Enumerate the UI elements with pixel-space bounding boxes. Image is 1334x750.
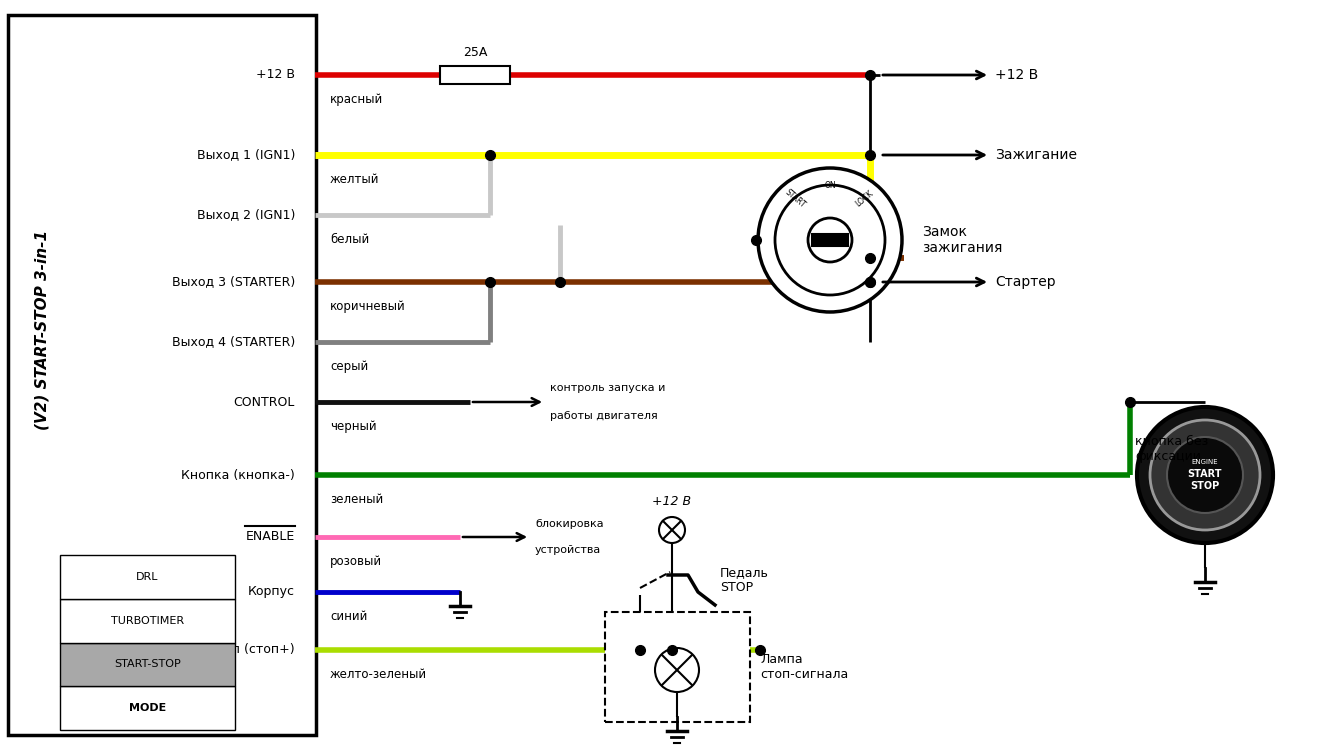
Text: желто-зеленый: желто-зеленый bbox=[329, 668, 427, 681]
Text: работы двигателя: работы двигателя bbox=[550, 411, 658, 421]
Text: Лампа
стоп-сигнала: Лампа стоп-сигнала bbox=[760, 653, 848, 681]
Bar bbox=[606, 612, 750, 722]
Circle shape bbox=[1167, 437, 1243, 513]
Text: (V2) START-STOP 3-in-1: (V2) START-STOP 3-in-1 bbox=[35, 230, 49, 430]
Text: белый: белый bbox=[329, 233, 370, 246]
Circle shape bbox=[808, 218, 852, 262]
Bar bbox=[8, 15, 316, 735]
Text: ENGINE: ENGINE bbox=[1191, 459, 1218, 465]
Bar bbox=[60, 598, 235, 643]
Text: 25A: 25A bbox=[463, 46, 487, 59]
Text: TURBOTIMER: TURBOTIMER bbox=[111, 616, 184, 626]
Text: MODE: MODE bbox=[129, 704, 167, 713]
Text: Стартер: Стартер bbox=[995, 275, 1055, 289]
Text: Корпус: Корпус bbox=[248, 586, 295, 598]
Circle shape bbox=[758, 168, 902, 312]
Text: Зажигание: Зажигание bbox=[995, 148, 1077, 162]
Text: ON: ON bbox=[824, 182, 836, 190]
Text: Выход 2 (IGN1): Выход 2 (IGN1) bbox=[196, 209, 295, 221]
Text: Педаль
STOP: Педаль STOP bbox=[720, 566, 768, 594]
Circle shape bbox=[1150, 420, 1261, 530]
Text: Замок
зажигания: Замок зажигания bbox=[922, 225, 1002, 255]
Bar bbox=[812, 234, 848, 246]
Text: Кнопка (кнопка-): Кнопка (кнопка-) bbox=[181, 469, 295, 482]
Text: +12 В: +12 В bbox=[652, 495, 691, 508]
Text: розовый: розовый bbox=[329, 555, 382, 568]
Text: CONTROL: CONTROL bbox=[233, 395, 295, 409]
Text: серый: серый bbox=[329, 360, 368, 373]
Text: START-STOP: START-STOP bbox=[115, 659, 181, 669]
Text: черный: черный bbox=[329, 420, 376, 433]
Text: контроль запуска и: контроль запуска и bbox=[550, 383, 666, 393]
Circle shape bbox=[655, 648, 699, 692]
Text: блокировка: блокировка bbox=[535, 519, 603, 529]
Text: Выход 1 (IGN1): Выход 1 (IGN1) bbox=[196, 148, 295, 161]
Text: красный: красный bbox=[329, 93, 383, 106]
Text: START: START bbox=[783, 188, 807, 210]
Bar bbox=[60, 555, 235, 598]
Text: +12 В: +12 В bbox=[256, 68, 295, 82]
Text: DRL: DRL bbox=[136, 572, 159, 582]
Text: зеленый: зеленый bbox=[329, 493, 383, 506]
Text: синий: синий bbox=[329, 610, 367, 623]
Circle shape bbox=[1137, 407, 1273, 543]
Bar bbox=[60, 643, 235, 686]
Text: Стоп (стоп+): Стоп (стоп+) bbox=[208, 644, 295, 656]
Bar bbox=[440, 66, 510, 84]
Text: Выход 3 (STARTER): Выход 3 (STARTER) bbox=[172, 275, 295, 289]
Text: +12 В: +12 В bbox=[995, 68, 1038, 82]
Text: желтый: желтый bbox=[329, 173, 379, 186]
Text: LOCK: LOCK bbox=[854, 189, 875, 209]
Bar bbox=[60, 686, 235, 730]
Text: коричневый: коричневый bbox=[329, 300, 406, 313]
Text: устройства: устройства bbox=[535, 545, 602, 555]
Text: STOP: STOP bbox=[1190, 481, 1219, 491]
Text: START: START bbox=[1187, 469, 1222, 479]
Text: кнопка без
фиксации: кнопка без фиксации bbox=[1135, 435, 1209, 463]
Text: Выход 4 (STARTER): Выход 4 (STARTER) bbox=[172, 335, 295, 349]
Circle shape bbox=[659, 517, 684, 543]
Circle shape bbox=[775, 185, 884, 295]
Text: ENABLE: ENABLE bbox=[245, 530, 295, 544]
